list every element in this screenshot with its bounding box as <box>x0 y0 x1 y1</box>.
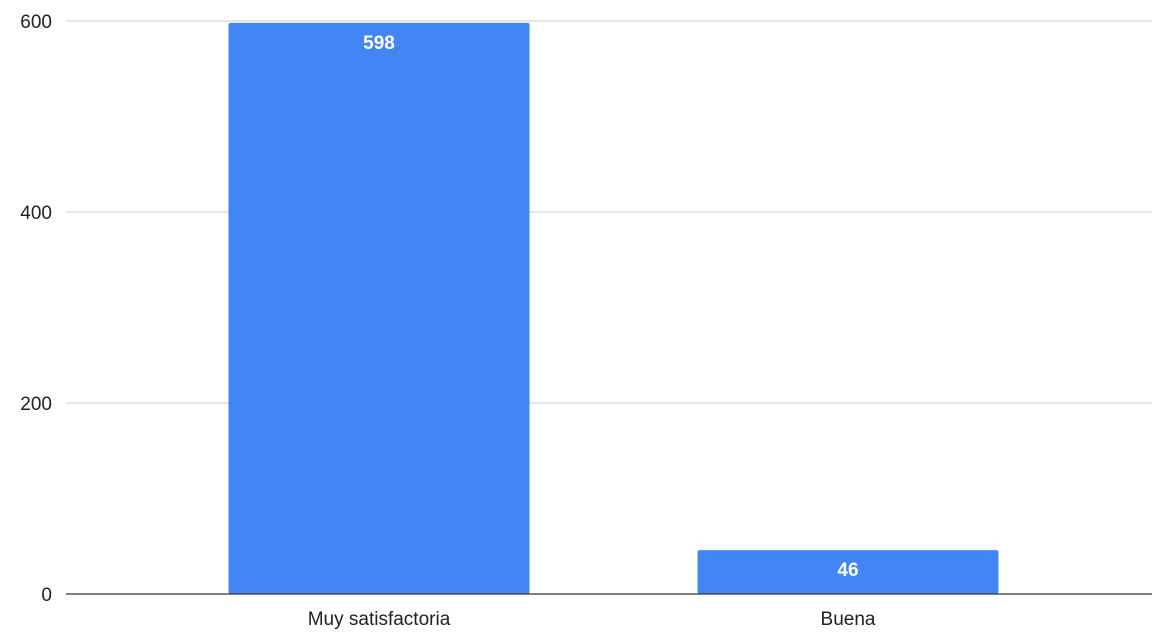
x-category-label: Muy satisfactoria <box>308 609 451 630</box>
bar-buena <box>697 550 999 594</box>
x-category-label: Buena <box>821 609 876 630</box>
bars <box>228 22 999 595</box>
bar-muy-satisfactoria <box>228 22 530 595</box>
y-tick-label: 400 <box>20 203 52 224</box>
data-labels: 598 46 <box>363 33 858 581</box>
data-label: 598 <box>363 33 395 54</box>
x-axis-labels: Muy satisfactoria Buena <box>308 609 876 630</box>
y-axis-ticks: 0 200 400 600 <box>20 12 52 606</box>
y-tick-label: 0 <box>41 585 52 606</box>
y-tick-label: 600 <box>20 12 52 33</box>
y-tick-label: 200 <box>20 394 52 415</box>
data-label: 46 <box>837 560 858 581</box>
